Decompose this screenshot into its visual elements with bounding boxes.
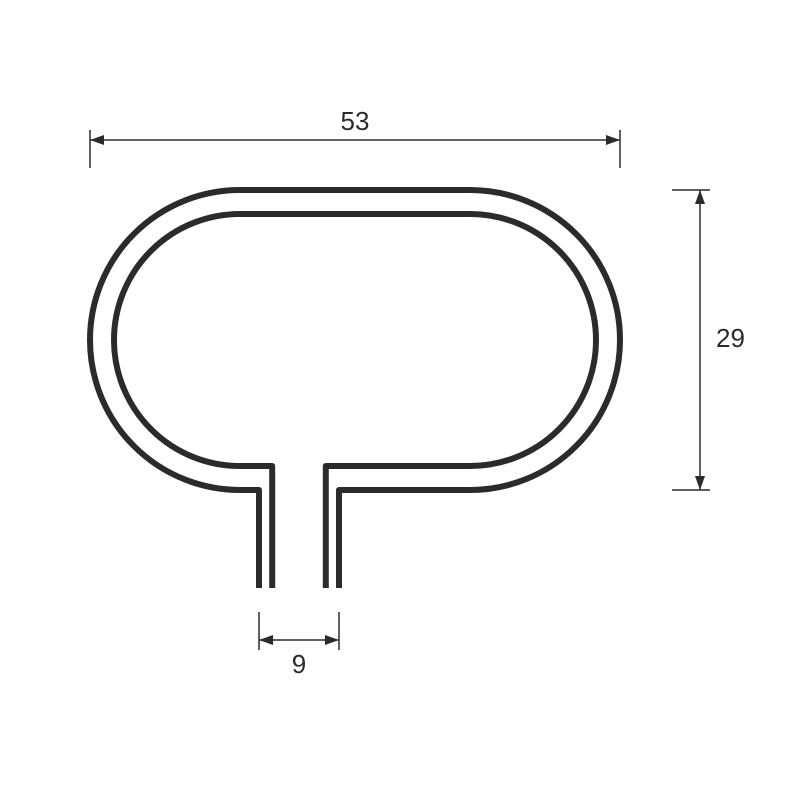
dimension-height-label: 29 (716, 323, 745, 353)
dimension-width-label: 53 (341, 106, 370, 136)
technical-drawing: 53 29 9 (0, 0, 800, 800)
dimension-tab-label: 9 (292, 649, 306, 679)
dimension-lines (90, 130, 710, 650)
part-outline (90, 190, 620, 588)
